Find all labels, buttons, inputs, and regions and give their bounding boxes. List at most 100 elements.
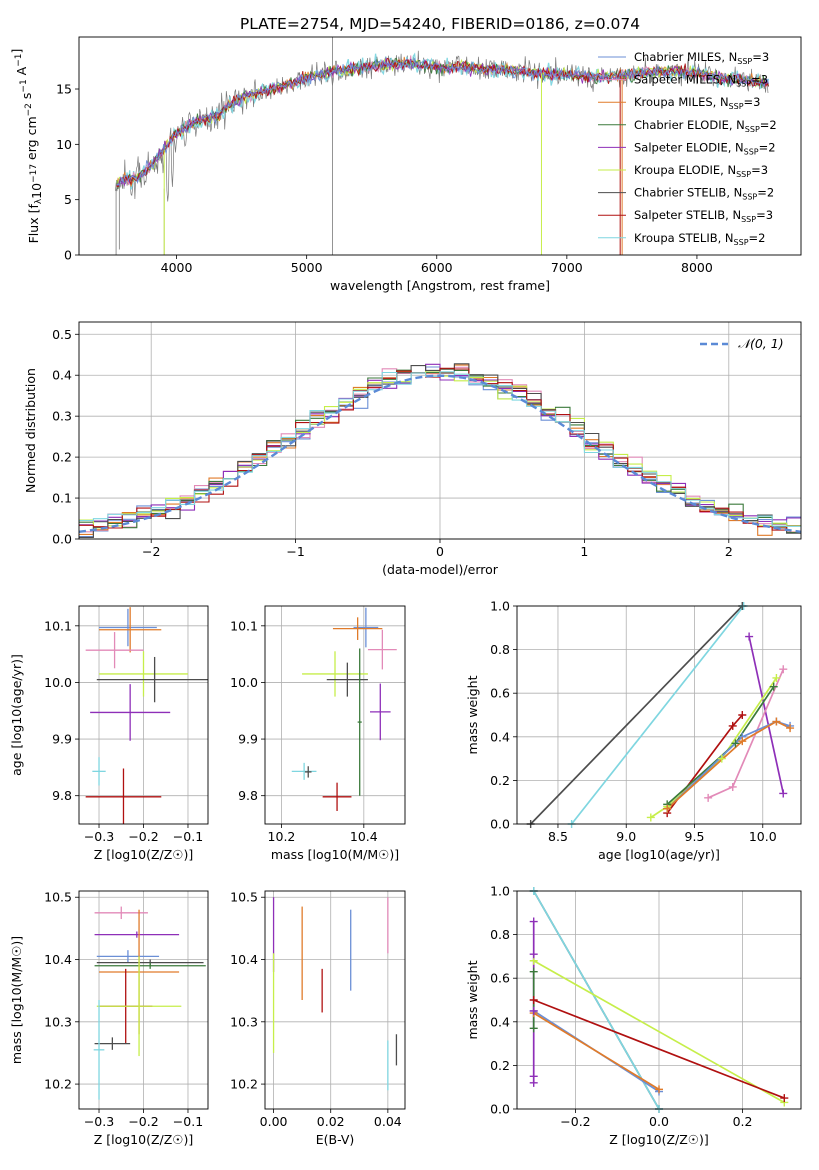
y-tick-label: 10.4 bbox=[230, 952, 258, 967]
x-tick-label: −1 bbox=[286, 544, 304, 559]
x-tick-label: −2 bbox=[142, 544, 160, 559]
y-tick-label: 10.3 bbox=[44, 1014, 72, 1029]
series-krou_miles bbox=[666, 720, 791, 810]
legend-label-salp_stelib: Salpeter STELIB, NSSP=3 bbox=[634, 208, 773, 224]
x-axis-label: (data-model)/error bbox=[382, 562, 499, 577]
x-tick-label: 2 bbox=[725, 544, 733, 559]
x-tick-label: −0.3 bbox=[84, 829, 114, 844]
mw_vs_age-plot-area bbox=[530, 606, 791, 824]
y-tick-label: 0.2 bbox=[52, 450, 72, 465]
spectrum-legend: Chabrier MILES, NSSP=3 Salpeter MILES, NS… bbox=[598, 50, 777, 247]
y-tick-label: 0.0 bbox=[490, 817, 510, 832]
residuals-panel: −2 −1 0 1 2 0.0 0.1 0.2 0.3 0.4 0.5 𝒩(0, 1) (data-mo… bbox=[23, 321, 802, 577]
mw_vs_Z-plot-area bbox=[532, 891, 785, 1109]
series-salp_stelib bbox=[533, 999, 785, 1099]
legend-label-krou_miles: Kroupa MILES, NSSP=3 bbox=[634, 95, 760, 111]
x-tick-label: −0.2 bbox=[128, 1114, 158, 1129]
y-tick-label: 9.8 bbox=[238, 788, 258, 803]
x-tick-label: 4000 bbox=[161, 260, 193, 275]
marker-krou_miles bbox=[655, 1085, 663, 1094]
marker-salp_miles bbox=[704, 793, 713, 802]
x-axis-label: Z [log10(Z/Z☉)] bbox=[609, 1132, 709, 1147]
mass_vs_ebv-panel: 0.00 0.02 0.04 10.2 10.3 10.4 10.5 E(B-V) bbox=[230, 890, 406, 1147]
x-tick-label: 9.0 bbox=[616, 829, 636, 844]
x-tick-label: 0.00 bbox=[260, 1114, 288, 1129]
legend-label-chab_miles: Chabrier MILES, NSSP=3 bbox=[634, 50, 769, 66]
y-tick-label: 10.1 bbox=[44, 618, 72, 633]
y-tick-label: 0.0 bbox=[52, 532, 72, 547]
mass_vs_Z-grid bbox=[79, 891, 208, 1109]
axes-frame bbox=[264, 890, 406, 1110]
marker-salp_stelib bbox=[728, 721, 737, 730]
series-krou_stelib bbox=[532, 891, 660, 1109]
marker-krou_miles bbox=[772, 717, 781, 726]
series-krou_miles bbox=[533, 1012, 660, 1091]
spectrum-plot-area bbox=[115, 37, 770, 255]
hist-salp_elodie bbox=[79, 363, 801, 526]
marker-krou_miles bbox=[738, 737, 747, 746]
marker-salp_elodie bbox=[779, 789, 788, 798]
y-tick-label: 0.3 bbox=[52, 409, 72, 424]
x-tick-label: 8.5 bbox=[548, 829, 568, 844]
marker-krou_miles bbox=[786, 724, 795, 733]
marker-salp_elodie bbox=[529, 917, 538, 926]
marker-salp_elodie bbox=[529, 1078, 538, 1087]
y-tick-label: 0.8 bbox=[490, 642, 510, 657]
hist-krou_stelib bbox=[79, 371, 801, 527]
axes-frame bbox=[78, 321, 802, 540]
y-axis-label: mass weight bbox=[465, 675, 480, 754]
y-tick-label: 0.6 bbox=[490, 686, 510, 701]
y-tick-label: 10.3 bbox=[230, 1014, 258, 1029]
marker-krou_miles bbox=[663, 804, 672, 813]
mw_vs_Z-grid bbox=[517, 890, 801, 1110]
legend-label-salp_miles: Salpeter MILES, NSSP=3 bbox=[634, 73, 768, 89]
marker-chab_elodie bbox=[731, 739, 740, 748]
legend-label-chab_elodie: Chabrier ELODIE, NSSP=2 bbox=[634, 118, 777, 134]
marker-salp_elodie bbox=[529, 1006, 538, 1015]
spectrum-panel: 4000 5000 6000 7000 8000 0 5 10 15 Chabrier MILES… bbox=[9, 36, 802, 293]
y-tick-label: 0.8 bbox=[490, 927, 510, 942]
x-tick-label: 10.4 bbox=[350, 829, 378, 844]
x-tick-label: −0.2 bbox=[128, 829, 158, 844]
marker-krou_elodie bbox=[646, 813, 655, 822]
y-tick-label: 0.2 bbox=[490, 773, 510, 788]
gaussian-curve bbox=[79, 374, 801, 533]
y-tick-label: 0.6 bbox=[490, 971, 510, 986]
x-axis-label: age [log10(age/yr)] bbox=[598, 847, 720, 862]
y-tick-label: 9.9 bbox=[52, 732, 72, 747]
axes-frame bbox=[78, 605, 209, 825]
marker-salp_stelib bbox=[780, 1094, 789, 1103]
y-tick-label: 10.5 bbox=[44, 890, 72, 905]
y-axis-label: Flux [fλ10−17 erg cm−2 s−1 A−1] bbox=[9, 49, 44, 244]
y-tick-label: 9.9 bbox=[238, 732, 258, 747]
axes-frame bbox=[78, 36, 802, 256]
y-axis-label: mass [log10(M/M☉)] bbox=[9, 936, 24, 1064]
age_vs_Z-panel: −0.3 −0.2 −0.1 9.8 9.9 10.0 10.1 Z [log10(Z/Z☉)… bbox=[9, 605, 209, 862]
series-krou_stelib bbox=[570, 606, 745, 824]
marker-salp_elodie bbox=[529, 950, 538, 959]
y-tick-label: 10.0 bbox=[230, 675, 258, 690]
residuals-plot-area bbox=[79, 363, 801, 538]
x-tick-label: −0.1 bbox=[173, 829, 203, 844]
series-salp_elodie bbox=[748, 636, 785, 794]
age_vs_mass-grid bbox=[265, 606, 405, 824]
y-tick-label: 10.4 bbox=[44, 952, 72, 967]
age_vs_mass-panel: 10.2 10.4 9.8 9.9 10.0 10.1 mass [log10(M/M☉)] bbox=[230, 605, 406, 862]
mw_vs_age-panel: 8.5 9.0 9.5 10.0 0.0 0.2 0.4 0.6 0.8 1.0 age [log1… bbox=[465, 599, 802, 862]
y-tick-label: 10.2 bbox=[230, 1077, 258, 1092]
y-tick-label: 0.4 bbox=[52, 368, 72, 383]
y-tick-label: 5 bbox=[64, 192, 72, 207]
y-tick-label: 0.0 bbox=[490, 1102, 510, 1117]
series-chab_stelib bbox=[530, 606, 743, 824]
marker-salp_miles bbox=[779, 665, 788, 674]
x-tick-label: 0.04 bbox=[374, 1114, 402, 1129]
x-axis-label: Z [log10(Z/Z☉)] bbox=[94, 847, 194, 862]
y-tick-label: 10.5 bbox=[230, 890, 258, 905]
x-axis-label: E(B-V) bbox=[316, 1132, 355, 1147]
mass_vs_Z-panel: −0.3 −0.2 −0.1 10.2 10.3 10.4 10.5 Z [log10(Z/Z… bbox=[9, 890, 209, 1147]
x-tick-label: 10.2 bbox=[268, 829, 296, 844]
marker-chab_elodie bbox=[529, 967, 538, 976]
marker-salp_miles bbox=[728, 782, 737, 791]
x-tick-label: 0.0 bbox=[649, 1114, 669, 1129]
y-tick-label: 10.1 bbox=[230, 618, 258, 633]
